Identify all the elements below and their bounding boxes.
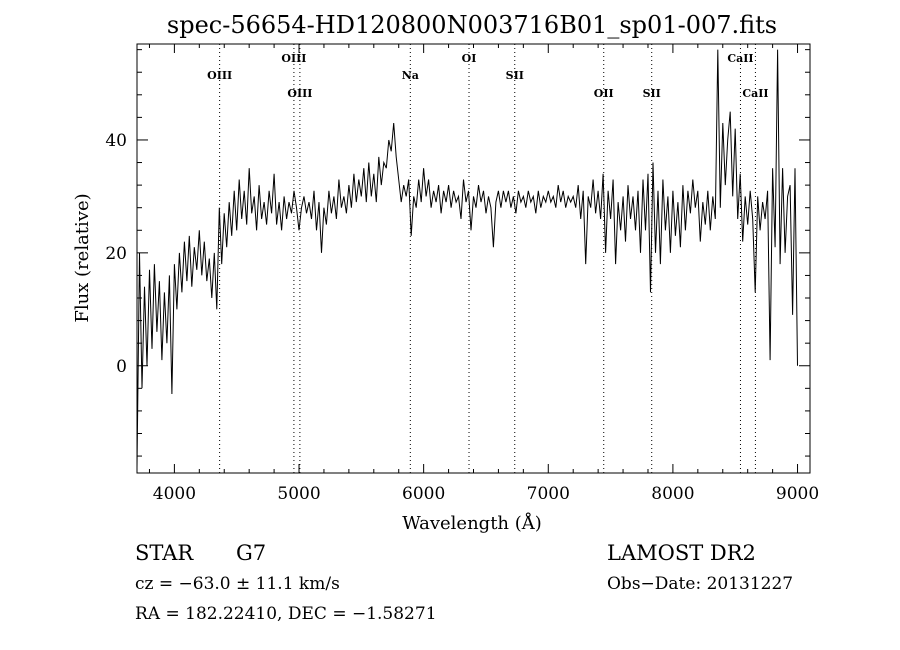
- flux-series-line: [136, 49, 798, 468]
- observation-date: Obs−Date: 20131227: [607, 574, 793, 594]
- spectral-line-label: Na: [402, 69, 419, 82]
- spectral-line-label: OIII: [281, 52, 306, 65]
- object-class: STAR: [135, 541, 194, 565]
- spectral-line-label: CaII: [727, 52, 753, 65]
- axis-ticks: [137, 44, 810, 473]
- chart-title: spec-56654-HD120800N003716B01_sp01-007.f…: [167, 11, 777, 39]
- y-tick-label: 0: [116, 357, 127, 377]
- plot-frame: [136, 43, 811, 474]
- coordinates: RA = 182.22410, DEC = −1.58271: [135, 604, 437, 624]
- spectral-line-label: OI: [462, 52, 477, 65]
- survey-name: LAMOST DR2: [607, 541, 756, 565]
- spectral-line-label: OII: [594, 87, 614, 100]
- object-subclass: G7: [236, 541, 266, 565]
- spectral-line-label: CaII: [742, 87, 768, 100]
- redshift-velocity: cz = −63.0 ± 11.1 km/s: [135, 574, 340, 594]
- x-tick-label: 9000: [776, 484, 819, 504]
- spectral-line-label: SII: [643, 87, 661, 100]
- x-tick-label: 5000: [277, 484, 320, 504]
- spectral-line-label: OIII: [207, 69, 232, 82]
- spectral-line-label: SII: [506, 69, 524, 82]
- spectral-line-markers: OIII OIII OIII Na OI SII OII SII CaII CaII: [207, 44, 769, 473]
- y-tick-label: 40: [105, 131, 127, 151]
- x-axis-label: Wavelength (Å): [402, 512, 542, 534]
- tick-labels: 4000 5000 6000 7000 8000 9000 0 20 40: [105, 131, 819, 504]
- y-tick-label: 20: [105, 244, 127, 264]
- spectral-line-label: OIII: [287, 87, 312, 100]
- x-tick-label: 4000: [153, 484, 196, 504]
- y-axis-label: Flux (relative): [72, 193, 93, 322]
- x-tick-label: 8000: [651, 484, 694, 504]
- x-tick-label: 7000: [527, 484, 570, 504]
- x-tick-label: 6000: [402, 484, 445, 504]
